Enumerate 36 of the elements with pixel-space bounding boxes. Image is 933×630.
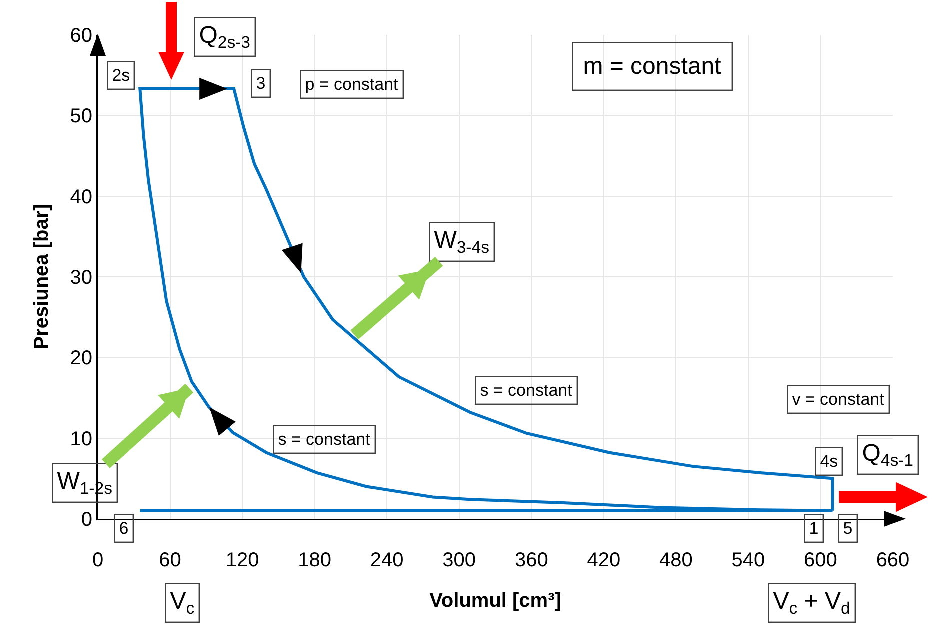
x-tick-label: 120 <box>226 550 260 572</box>
x-tick-label: 300 <box>442 550 476 572</box>
y-tick-label: 10 <box>70 428 92 450</box>
annotation: s = constant <box>480 381 573 400</box>
annotation: v = constant <box>792 390 885 410</box>
annotation: p = constant <box>305 75 399 94</box>
y-tick-label: 60 <box>70 25 92 47</box>
annotation: W$_{3-4s}$ <box>434 227 490 258</box>
x-tick-label: 480 <box>659 550 693 572</box>
annotation: 6 <box>119 519 129 538</box>
annotation: Q$_{4s-1}$ <box>862 440 914 470</box>
x-tick-label: 240 <box>370 550 404 572</box>
annotation: 2s <box>112 66 130 86</box>
annotation: 3 <box>256 74 266 94</box>
x-axis-title: Volumul [cm³] <box>430 590 562 612</box>
x-tick-label: 600 <box>804 550 838 572</box>
y-tick-label: 50 <box>70 106 92 128</box>
x-tick-label: 360 <box>514 550 548 572</box>
x-tick-label: 60 <box>159 550 182 572</box>
x-tick-label: 540 <box>732 550 766 572</box>
x-tick-label: 180 <box>298 550 332 572</box>
text: V$_{c}$ + V$_{d}$ <box>773 588 850 618</box>
annotation: 1 <box>809 519 819 538</box>
text: V$_{c}$ <box>170 588 195 618</box>
y-tick-label: 0 <box>81 509 92 531</box>
y-tick-label: 20 <box>70 348 92 370</box>
y-axis-title: Presiunea [bar] <box>31 204 53 350</box>
x-tick-label: 420 <box>587 550 621 572</box>
annotation: 4s <box>820 452 838 472</box>
annotation: Q$_{2s-3}$ <box>199 22 251 52</box>
annotation: m = constant <box>583 53 722 80</box>
y-tick-label: 30 <box>70 267 92 289</box>
annotation: s = constant <box>278 430 371 450</box>
annotation: 5 <box>843 519 853 538</box>
x-tick-label: 660 <box>876 550 910 572</box>
y-tick-label: 40 <box>70 186 92 208</box>
